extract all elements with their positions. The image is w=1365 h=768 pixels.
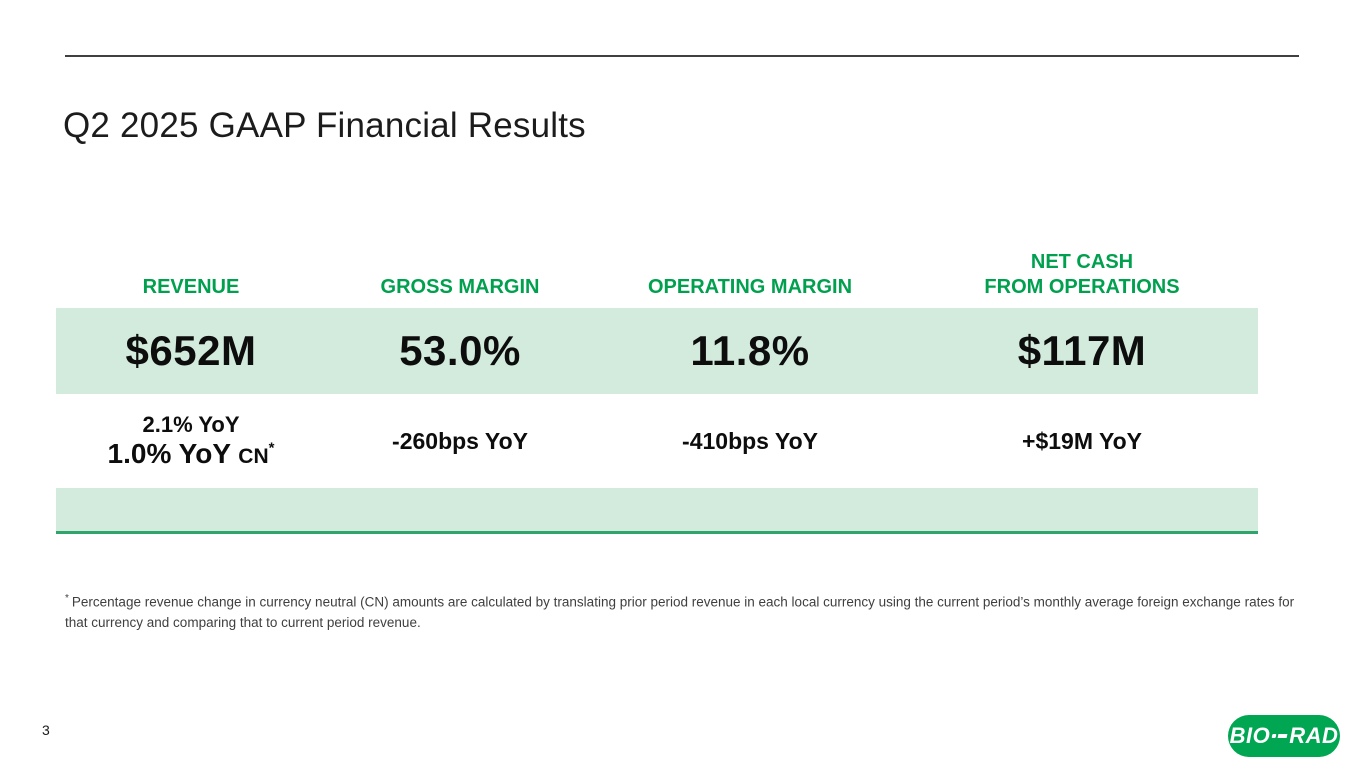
revenue-yoy-line2: 1.0% YoY CN* bbox=[56, 438, 326, 470]
financial-results-table: REVENUE GROSS MARGIN OPERATING MARGIN NE… bbox=[56, 224, 1258, 534]
page-title: Q2 2025 GAAP Financial Results bbox=[63, 106, 586, 145]
column-header-gross-margin: GROSS MARGIN bbox=[380, 276, 540, 298]
logo-dot-dash-icon bbox=[1271, 734, 1288, 738]
gross-margin-value: 53.0% bbox=[399, 327, 521, 374]
bio-rad-logo: BIO RAD bbox=[1228, 715, 1340, 757]
revenue-yoy-line1: 2.1% YoY bbox=[142, 411, 240, 437]
logo-text-bio: BIO bbox=[1229, 723, 1271, 748]
footnote-asterisk-ref: * bbox=[268, 439, 275, 457]
column-header-net-cash: NET CASH FROM OPERATIONS bbox=[984, 251, 1180, 298]
bottom-accent-band bbox=[56, 488, 1258, 534]
column-header-operating-margin: OPERATING MARGIN bbox=[647, 276, 853, 298]
table-header-row: REVENUE GROSS MARGIN OPERATING MARGIN NE… bbox=[56, 224, 1258, 308]
operating-margin-value: 11.8% bbox=[690, 327, 810, 374]
footnote: * Percentage revenue change in currency n… bbox=[65, 591, 1305, 634]
cn-label: CN bbox=[238, 445, 269, 469]
yoy-change-row: 2.1% YoY 1.0% YoY CN* -260bps YoY -410bp… bbox=[56, 394, 1258, 488]
net-cash-value: $117M bbox=[1017, 327, 1147, 374]
footnote-marker: * bbox=[65, 593, 69, 604]
bio-rad-logo-text: BIO RAD bbox=[1230, 725, 1339, 747]
headline-values-row: $652M 53.0% 11.8% $117M bbox=[56, 308, 1258, 394]
gross-margin-yoy: -260bps YoY bbox=[392, 427, 528, 454]
operating-margin-yoy: -410bps YoY bbox=[682, 427, 818, 454]
revenue-value: $652M bbox=[125, 327, 257, 374]
footnote-text: Percentage revenue change in currency ne… bbox=[65, 594, 1295, 631]
net-cash-yoy: +$19M YoY bbox=[1022, 427, 1142, 454]
revenue-yoy-cn-value: 1.0% YoY bbox=[107, 438, 231, 470]
column-header-revenue: REVENUE bbox=[142, 276, 240, 298]
revenue-yoy: 2.1% YoY 1.0% YoY CN* bbox=[56, 412, 326, 471]
top-divider-rule bbox=[65, 55, 1299, 57]
logo-text-rad: RAD bbox=[1289, 723, 1339, 748]
page-number: 3 bbox=[42, 722, 50, 738]
